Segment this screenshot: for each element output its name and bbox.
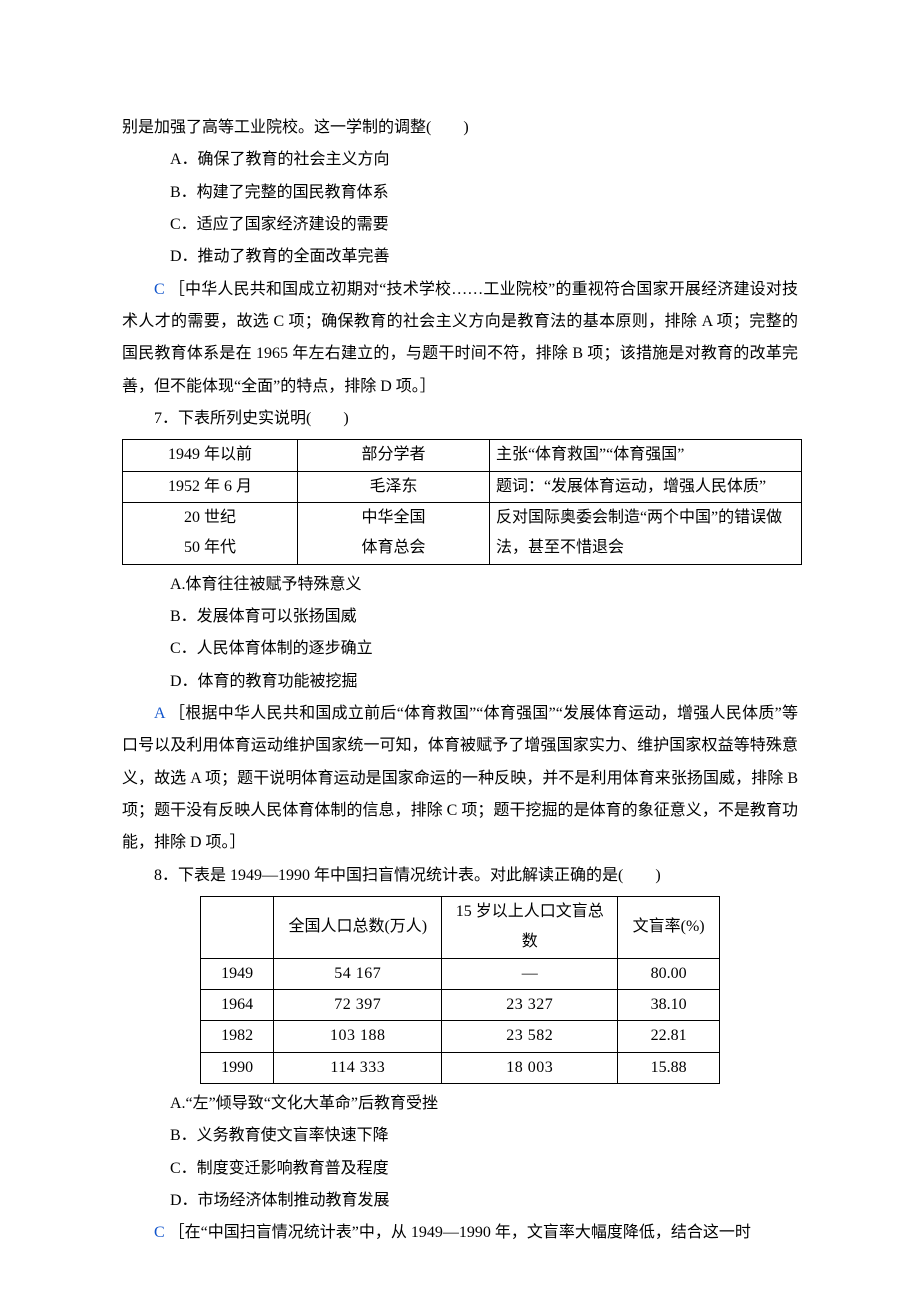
- document-page: 别是加强了高等工业院校。这一学制的调整( ) A．确保了教育的社会主义方向 B．…: [0, 0, 920, 1302]
- q6-option-c: C．适应了国家经济建设的需要: [122, 209, 798, 241]
- cell: 1990: [201, 1052, 274, 1083]
- table-row: 1964 72 397 23 327 38.10: [201, 989, 720, 1020]
- cell: 1949: [201, 958, 274, 989]
- cell: 18 003: [442, 1052, 618, 1083]
- q6-option-b: B．构建了完整的国民教育体系: [122, 177, 798, 209]
- table-row: 20 世纪50 年代 中华全国体育总会 反对国际奥委会制造“两个中国”的错误做法…: [123, 502, 802, 564]
- cell: 主张“体育救国”“体育强国”: [489, 440, 801, 471]
- q7-option-a: A.体育往往被赋予特殊意义: [122, 569, 798, 601]
- cell: 题词：“发展体育运动，增强人民体质”: [489, 471, 801, 502]
- cell: 15.88: [618, 1052, 720, 1083]
- table-row: 1990 114 333 18 003 15.88: [201, 1052, 720, 1083]
- cell: 80.00: [618, 958, 720, 989]
- q6-option-a: A．确保了教育的社会主义方向: [122, 144, 798, 176]
- q6-stem-continued: 别是加强了高等工业院校。这一学制的调整( ): [122, 112, 798, 144]
- header-cell: [201, 896, 274, 958]
- cell: 54 167: [274, 958, 442, 989]
- q6-explanation-text: ［中华人民共和国成立初期对“技术学校……工业院校”的重视符合国家开展经济建设对技…: [122, 281, 798, 395]
- q6-option-d: D．推动了教育的全面改革完善: [122, 241, 798, 273]
- cell: 反对国际奥委会制造“两个中国”的错误做法，甚至不惜退会: [489, 502, 801, 564]
- table-row: 1982 103 188 23 582 22.81: [201, 1021, 720, 1052]
- q8-option-b: B．义务教育使文盲率快速下降: [122, 1120, 798, 1152]
- q7-option-c: C．人民体育体制的逐步确立: [122, 633, 798, 665]
- cell: 38.10: [618, 989, 720, 1020]
- table-header-row: 全国人口总数(万人) 15 岁以上人口文盲总数 文盲率(%): [201, 896, 720, 958]
- cell: 1964: [201, 989, 274, 1020]
- table-row: 1949 54 167 — 80.00: [201, 958, 720, 989]
- table-row: 1952 年 6 月 毛泽东 题词：“发展体育运动，增强人民体质”: [123, 471, 802, 502]
- q8-explanation: C ［在“中国扫盲情况统计表”中，从 1949—1990 年，文盲率大幅度降低，…: [122, 1217, 798, 1249]
- cell: 22.81: [618, 1021, 720, 1052]
- cell: 1982: [201, 1021, 274, 1052]
- cell: 114 333: [274, 1052, 442, 1083]
- header-cell: 15 岁以上人口文盲总数: [442, 896, 618, 958]
- q7-answer-letter: A: [154, 705, 165, 722]
- q8-table: 全国人口总数(万人) 15 岁以上人口文盲总数 文盲率(%) 1949 54 1…: [200, 896, 720, 1084]
- cell: 72 397: [274, 989, 442, 1020]
- q8-option-d: D．市场经济体制推动教育发展: [122, 1185, 798, 1217]
- cell: 1949 年以前: [123, 440, 298, 471]
- q7-explanation-text: ［根据中华人民共和国成立前后“体育救国”“体育强国”“发展体育运动，增强人民体质…: [122, 705, 798, 851]
- cell: 毛泽东: [298, 471, 490, 502]
- cell: 23 582: [442, 1021, 618, 1052]
- q8-stem: 8．下表是 1949—1990 年中国扫盲情况统计表。对此解读正确的是( ): [122, 860, 798, 892]
- cell: 中华全国体育总会: [298, 502, 490, 564]
- q6-explanation: C ［中华人民共和国成立初期对“技术学校……工业院校”的重视符合国家开展经济建设…: [122, 274, 798, 403]
- q7-explanation: A ［根据中华人民共和国成立前后“体育救国”“体育强国”“发展体育运动，增强人民…: [122, 698, 798, 860]
- table-row: 1949 年以前 部分学者 主张“体育救国”“体育强国”: [123, 440, 802, 471]
- cell: 1952 年 6 月: [123, 471, 298, 502]
- q8-answer-letter: C: [154, 1224, 165, 1241]
- q7-stem: 7．下表所列史实说明( ): [122, 403, 798, 435]
- q6-answer-letter: C: [154, 281, 165, 298]
- cell: 23 327: [442, 989, 618, 1020]
- cell: —: [442, 958, 618, 989]
- cell: 103 188: [274, 1021, 442, 1052]
- header-cell: 全国人口总数(万人): [274, 896, 442, 958]
- q8-explanation-text: ［在“中国扫盲情况统计表”中，从 1949—1990 年，文盲率大幅度降低，结合…: [169, 1224, 751, 1241]
- cell: 部分学者: [298, 440, 490, 471]
- q7-option-d: D．体育的教育功能被挖掘: [122, 666, 798, 698]
- q7-option-b: B．发展体育可以张扬国威: [122, 601, 798, 633]
- header-cell: 文盲率(%): [618, 896, 720, 958]
- q8-option-a: A.“左”倾导致“文化大革命”后教育受挫: [122, 1088, 798, 1120]
- cell: 20 世纪50 年代: [123, 502, 298, 564]
- q7-table: 1949 年以前 部分学者 主张“体育救国”“体育强国” 1952 年 6 月 …: [122, 439, 802, 565]
- q8-option-c: C．制度变迁影响教育普及程度: [122, 1153, 798, 1185]
